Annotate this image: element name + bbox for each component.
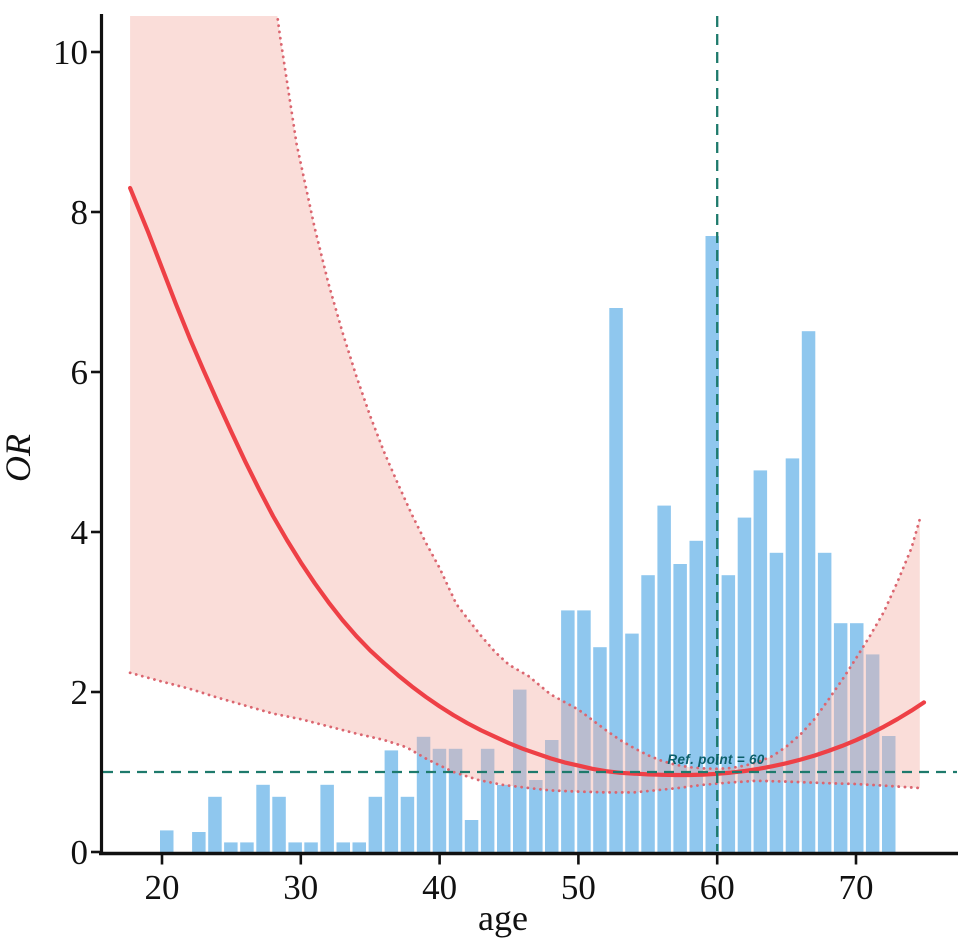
histogram-bar [721, 575, 736, 852]
histogram-bar [705, 236, 719, 852]
histogram-bar [272, 796, 286, 852]
histogram-bar [304, 842, 318, 852]
histogram-bar [641, 575, 655, 852]
upper-ci-dotted-line [275, 16, 922, 771]
histogram-bar [833, 623, 848, 852]
histogram-bar [882, 736, 896, 852]
histogram-bar [865, 654, 880, 852]
y-tick-label: 2 [71, 673, 89, 712]
histogram-bar [400, 796, 415, 852]
x-tick-label: 20 [145, 868, 180, 907]
y-tick-label: 6 [71, 353, 89, 392]
histogram-bar [240, 842, 254, 852]
histogram-bar [609, 308, 623, 852]
y-tick-label: 10 [53, 33, 88, 72]
histogram-bar [753, 470, 768, 852]
y-tick-label: 0 [71, 833, 89, 872]
ref-point-annotation: Ref. point = 60 [667, 752, 764, 767]
histogram-bar [416, 736, 431, 852]
histogram-bar [320, 784, 334, 852]
histogram-bar [384, 750, 399, 852]
histogram-bar [737, 517, 752, 852]
x-tick-label: 50 [561, 868, 596, 907]
histogram-bar [464, 820, 479, 852]
histogram-bar [801, 331, 816, 852]
histogram-bar [689, 540, 703, 852]
histogram-bar [208, 796, 222, 852]
x-tick-label: 40 [422, 868, 457, 907]
histogram-bar [785, 458, 800, 852]
histogram-bar [368, 796, 383, 852]
y-tick-labels: 0 2 4 6 8 10 [53, 33, 88, 872]
x-tick-label: 60 [700, 868, 735, 907]
histogram-bar [545, 740, 559, 852]
histogram-bar [593, 647, 607, 852]
x-tick-label: 30 [283, 868, 318, 907]
histogram-bar [529, 780, 543, 852]
lower-ci-dotted-line [128, 671, 922, 794]
histogram-bar [352, 842, 366, 852]
histogram-bar [288, 842, 302, 852]
histogram-bar [673, 564, 687, 852]
histogram-bar [769, 552, 784, 852]
y-tick-label: 8 [71, 193, 89, 232]
histogram-bar [192, 832, 206, 852]
x-tick-label: 70 [839, 868, 874, 907]
x-tick-labels: 20 30 40 50 60 70 [145, 868, 874, 907]
fitted-spline-curve [128, 185, 927, 778]
histogram-bar [577, 610, 591, 852]
histogram-bar [160, 830, 174, 852]
histogram-bar [817, 552, 832, 852]
odds-ratio-curve [128, 185, 927, 778]
confidence-band [128, 16, 922, 794]
histogram-bar [513, 689, 527, 852]
histogram-bar [256, 784, 270, 852]
histogram-bar [625, 633, 639, 852]
confidence-band-fill [130, 16, 920, 793]
reference-lines [103, 16, 957, 851]
y-tick-label: 4 [71, 513, 89, 552]
x-axis-label: age [478, 898, 528, 938]
y-axis-label: OR [0, 434, 38, 482]
histogram-bar [336, 842, 350, 852]
histogram-bar [224, 842, 238, 852]
histogram-bar [497, 784, 511, 852]
histogram-bar [657, 505, 671, 852]
histogram-bar [480, 748, 495, 852]
axes [91, 14, 958, 865]
histogram-bar [432, 748, 447, 852]
